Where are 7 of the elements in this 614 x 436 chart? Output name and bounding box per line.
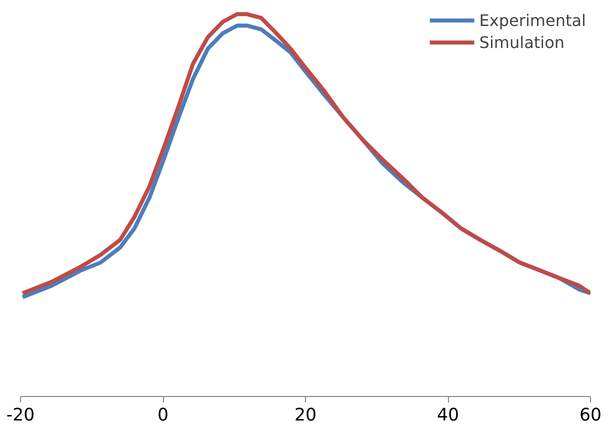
x-tick-label: 60	[579, 406, 602, 426]
x-tick-label: -20	[6, 406, 35, 426]
x-tick-label: 40	[436, 406, 460, 426]
x-tick-label: 20	[294, 406, 317, 426]
legend-label: Simulation	[479, 32, 565, 52]
legend-label: Experimental	[479, 10, 586, 30]
x-tick-label: 0	[157, 406, 169, 426]
